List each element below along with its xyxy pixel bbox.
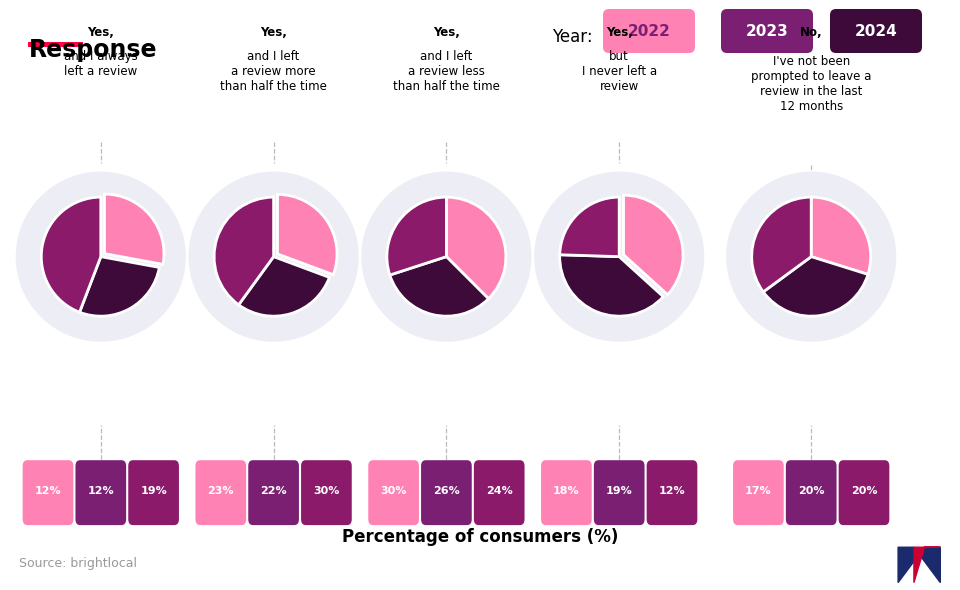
- Polygon shape: [899, 548, 941, 583]
- FancyBboxPatch shape: [721, 9, 813, 53]
- FancyBboxPatch shape: [733, 460, 783, 525]
- FancyBboxPatch shape: [541, 460, 591, 525]
- Text: and I left
a review more
than half the time: and I left a review more than half the t…: [220, 50, 327, 93]
- Text: 12%: 12%: [659, 487, 685, 496]
- Wedge shape: [41, 197, 101, 312]
- Wedge shape: [752, 197, 811, 292]
- Wedge shape: [390, 257, 489, 316]
- FancyBboxPatch shape: [421, 460, 471, 525]
- Wedge shape: [560, 255, 663, 316]
- Text: but
I never left a
review: but I never left a review: [582, 50, 657, 93]
- Polygon shape: [914, 548, 941, 583]
- Ellipse shape: [534, 172, 705, 342]
- Text: 2023: 2023: [746, 24, 788, 38]
- FancyBboxPatch shape: [23, 460, 73, 525]
- FancyBboxPatch shape: [129, 460, 179, 525]
- FancyBboxPatch shape: [603, 9, 695, 53]
- Text: 30%: 30%: [380, 487, 407, 496]
- Text: Year:: Year:: [552, 28, 592, 45]
- Text: Yes,: Yes,: [87, 26, 114, 39]
- FancyBboxPatch shape: [647, 460, 697, 525]
- Ellipse shape: [15, 172, 186, 342]
- Text: 22%: 22%: [260, 487, 287, 496]
- Text: 2024: 2024: [854, 24, 898, 38]
- Text: and I left
a review less
than half the time: and I left a review less than half the t…: [393, 50, 500, 93]
- Text: 23%: 23%: [207, 487, 234, 496]
- Wedge shape: [560, 197, 619, 257]
- Text: Percentage of consumers (%): Percentage of consumers (%): [342, 528, 618, 546]
- Text: 18%: 18%: [553, 487, 580, 496]
- FancyBboxPatch shape: [594, 460, 644, 525]
- Text: 12%: 12%: [87, 487, 114, 496]
- FancyBboxPatch shape: [369, 460, 419, 525]
- Text: 12%: 12%: [35, 487, 61, 496]
- Text: No,: No,: [800, 27, 823, 40]
- Wedge shape: [387, 197, 446, 275]
- Text: Yes,: Yes,: [606, 26, 633, 39]
- Wedge shape: [624, 195, 684, 295]
- Wedge shape: [811, 197, 871, 274]
- Text: 19%: 19%: [140, 487, 167, 496]
- Wedge shape: [105, 194, 164, 264]
- Wedge shape: [763, 257, 868, 316]
- Wedge shape: [277, 195, 337, 275]
- Text: 30%: 30%: [313, 487, 340, 496]
- Wedge shape: [446, 197, 506, 299]
- Wedge shape: [214, 197, 274, 305]
- Ellipse shape: [188, 172, 359, 342]
- FancyBboxPatch shape: [28, 42, 83, 47]
- FancyBboxPatch shape: [196, 460, 246, 525]
- Wedge shape: [80, 257, 159, 316]
- FancyBboxPatch shape: [474, 460, 524, 525]
- FancyBboxPatch shape: [301, 460, 351, 525]
- FancyBboxPatch shape: [249, 460, 299, 525]
- Ellipse shape: [361, 172, 532, 342]
- Text: 17%: 17%: [745, 487, 772, 496]
- Text: 19%: 19%: [606, 487, 633, 496]
- Text: Yes,: Yes,: [433, 26, 460, 39]
- Wedge shape: [239, 257, 329, 316]
- Text: 24%: 24%: [486, 487, 513, 496]
- Text: Response: Response: [29, 38, 157, 63]
- Text: Yes,: Yes,: [260, 26, 287, 39]
- Text: I've not been
prompted to leave a
review in the last
12 months: I've not been prompted to leave a review…: [751, 55, 872, 113]
- FancyBboxPatch shape: [76, 460, 126, 525]
- Ellipse shape: [726, 172, 897, 342]
- Text: and I always
left a review: and I always left a review: [64, 50, 137, 77]
- Text: 20%: 20%: [851, 487, 877, 496]
- Text: 20%: 20%: [798, 487, 825, 496]
- Text: 26%: 26%: [433, 487, 460, 496]
- Text: 2022: 2022: [628, 24, 670, 38]
- Text: Source: brightlocal: Source: brightlocal: [19, 557, 137, 570]
- FancyBboxPatch shape: [830, 9, 922, 53]
- FancyBboxPatch shape: [839, 460, 889, 525]
- FancyBboxPatch shape: [786, 460, 836, 525]
